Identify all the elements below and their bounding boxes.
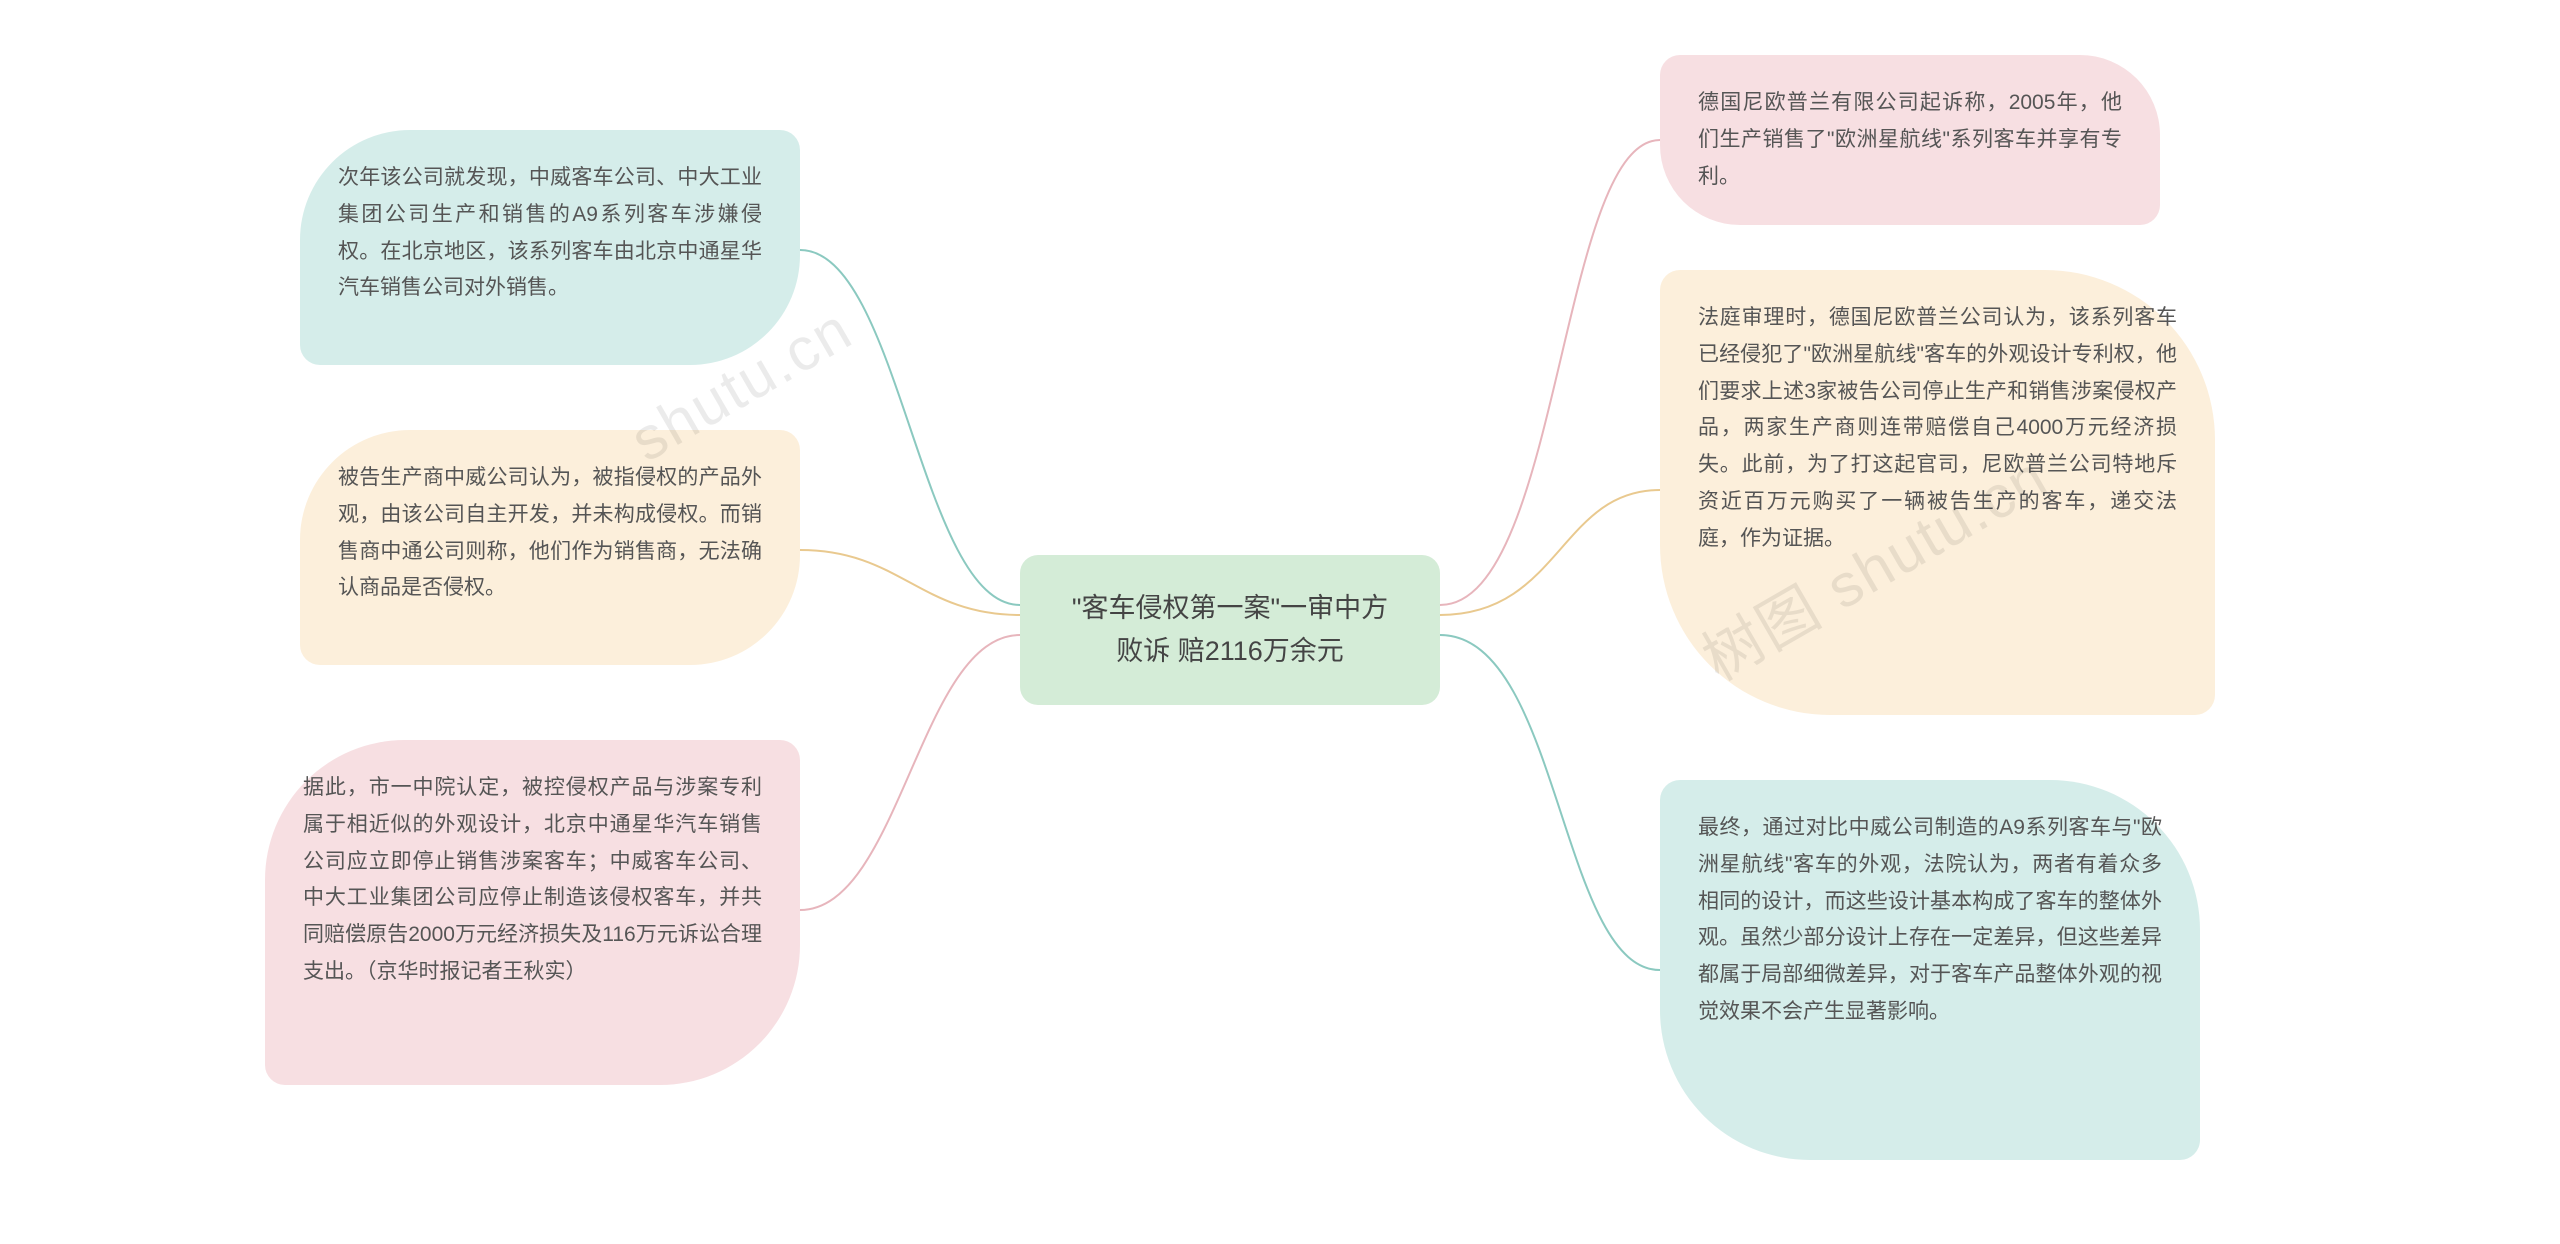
connector-path bbox=[1440, 490, 1660, 615]
node-right-mid: 法庭审理时，德国尼欧普兰公司认为，该系列客车已经侵犯了"欧洲星航线"客车的外观设… bbox=[1660, 270, 2215, 715]
node-left-top: 次年该公司就发现，中威客车公司、中大工业集团公司生产和销售的A9系列客车涉嫌侵权… bbox=[300, 130, 800, 365]
mindmap-canvas: "客车侵权第一案"一审中方败诉 赔2116万余元 次年该公司就发现，中威客车公司… bbox=[0, 0, 2560, 1244]
connector-path bbox=[1440, 635, 1660, 970]
node-text: 次年该公司就发现，中威客车公司、中大工业集团公司生产和销售的A9系列客车涉嫌侵权… bbox=[338, 166, 762, 299]
node-text: 据此，市一中院认定，被控侵权产品与涉案专利属于相近似的外观设计，北京中通星华汽车… bbox=[303, 776, 762, 983]
node-text: 德国尼欧普兰有限公司起诉称，2005年，他们生产销售了"欧洲星航线"系列客车并享… bbox=[1698, 91, 2122, 188]
connector-path bbox=[800, 250, 1020, 605]
connector-path bbox=[800, 550, 1020, 615]
node-right-top: 德国尼欧普兰有限公司起诉称，2005年，他们生产销售了"欧洲星航线"系列客车并享… bbox=[1660, 55, 2160, 225]
node-text: 被告生产商中威公司认为，被指侵权的产品外观，由该公司自主开发，并未构成侵权。而销… bbox=[338, 466, 762, 599]
node-left-bot: 据此，市一中院认定，被控侵权产品与涉案专利属于相近似的外观设计，北京中通星华汽车… bbox=[265, 740, 800, 1085]
connector-path bbox=[1440, 140, 1660, 605]
node-text: 最终，通过对比中威公司制造的A9系列客车与"欧洲星航线"客车的外观，法院认为，两… bbox=[1698, 816, 2162, 1023]
node-right-bot: 最终，通过对比中威公司制造的A9系列客车与"欧洲星航线"客车的外观，法院认为，两… bbox=[1660, 780, 2200, 1160]
center-node-text: "客车侵权第一案"一审中方败诉 赔2116万余元 bbox=[1072, 593, 1388, 666]
connector-path bbox=[800, 635, 1020, 910]
center-node: "客车侵权第一案"一审中方败诉 赔2116万余元 bbox=[1020, 555, 1440, 705]
node-text: 法庭审理时，德国尼欧普兰公司认为，该系列客车已经侵犯了"欧洲星航线"客车的外观设… bbox=[1698, 306, 2177, 550]
node-left-mid: 被告生产商中威公司认为，被指侵权的产品外观，由该公司自主开发，并未构成侵权。而销… bbox=[300, 430, 800, 665]
